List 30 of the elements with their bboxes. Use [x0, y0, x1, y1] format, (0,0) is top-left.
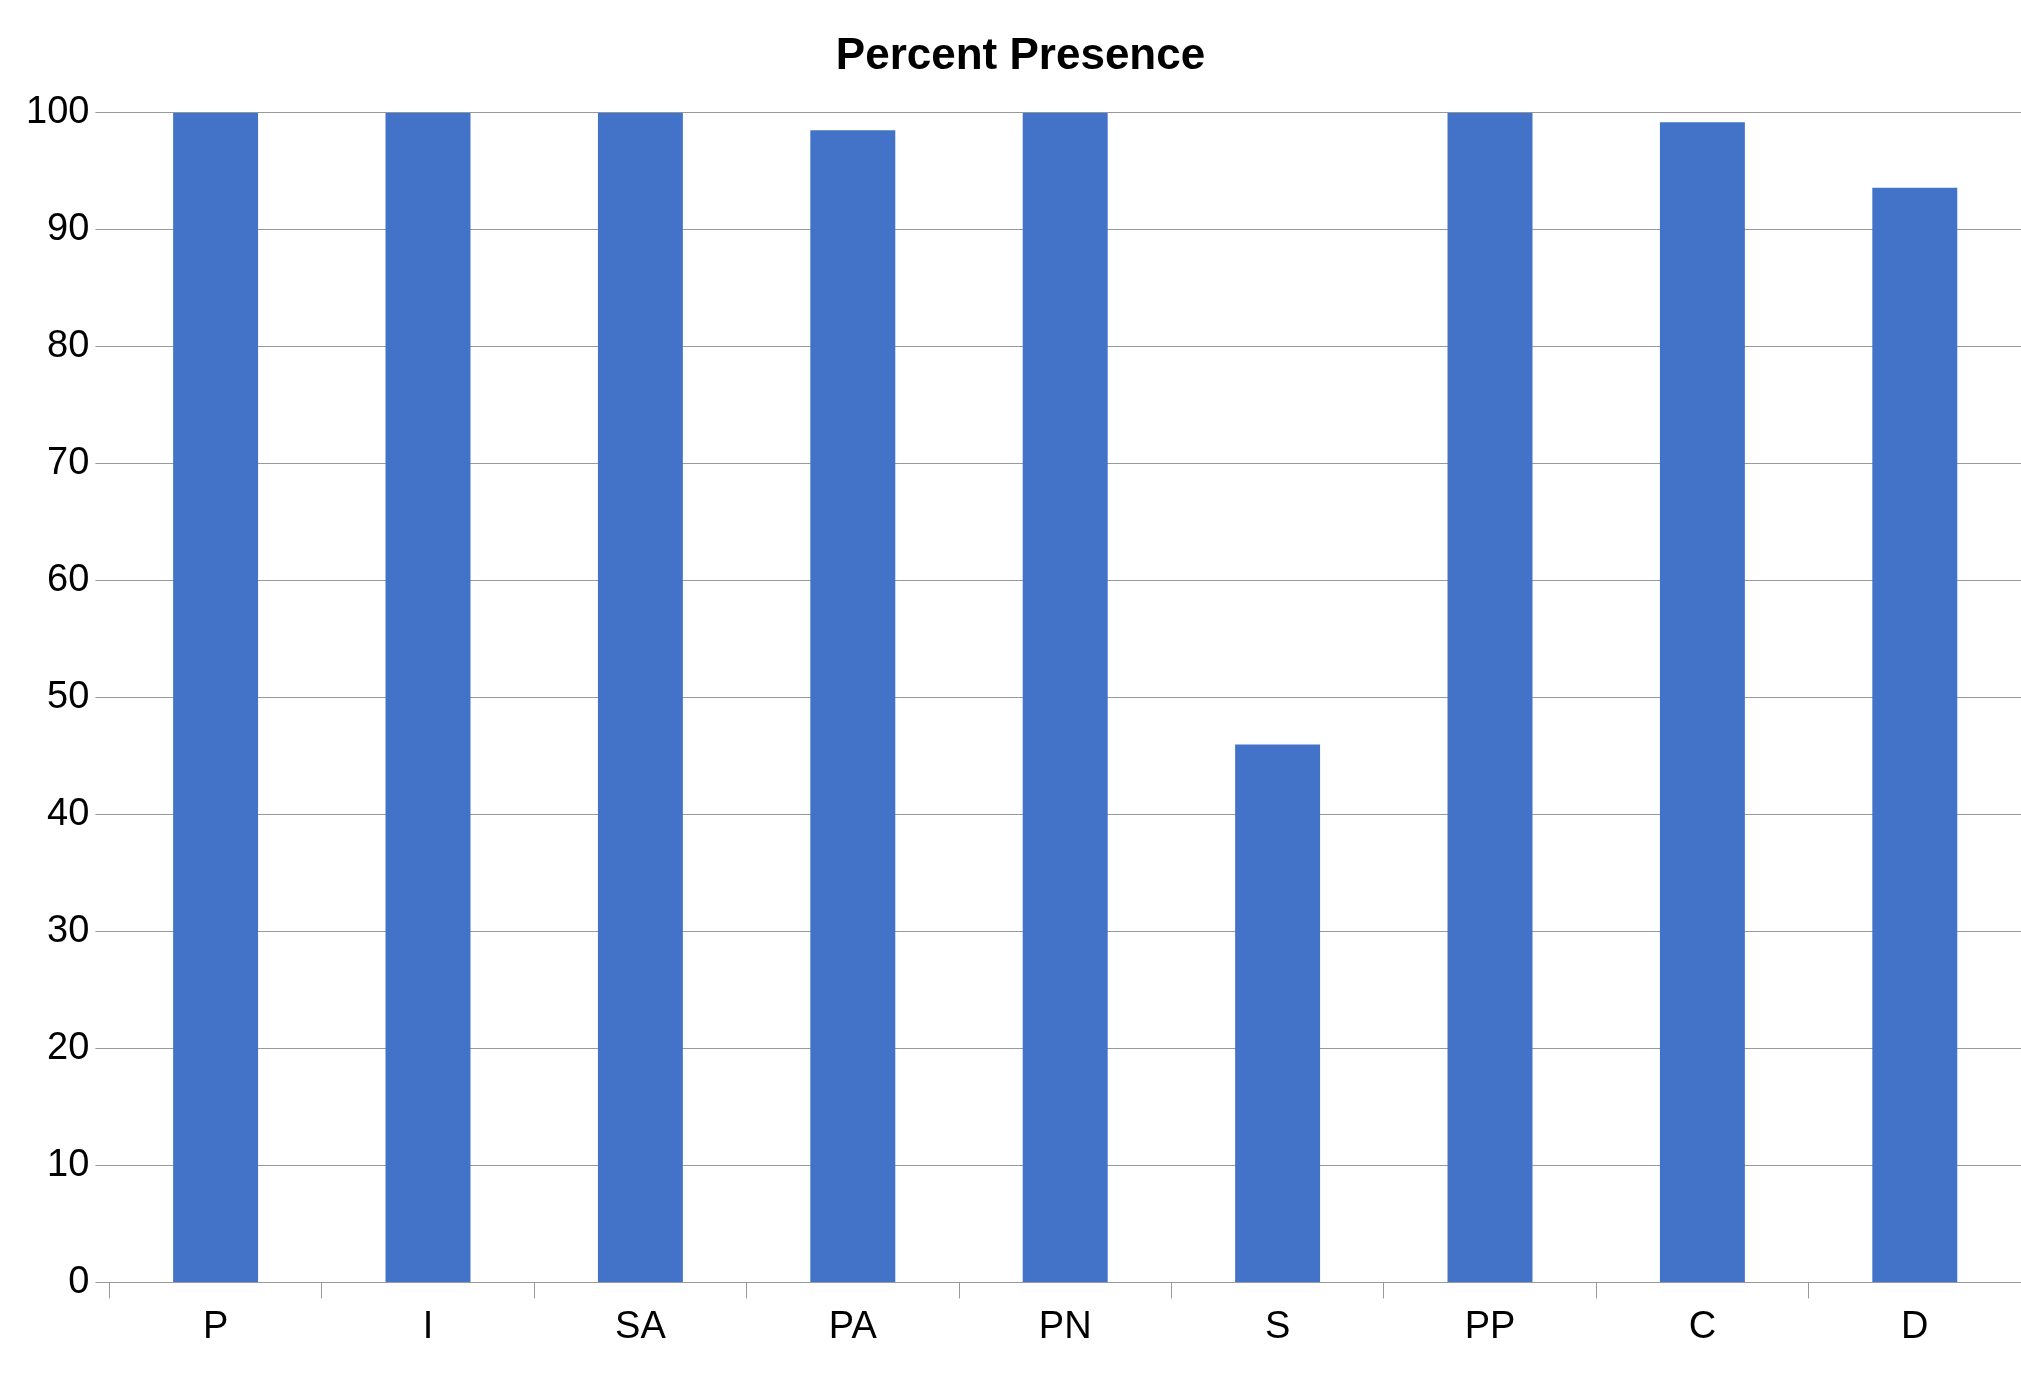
- chart-title: Percent Presence: [835, 28, 1206, 78]
- x-tick-label: PP: [1464, 1303, 1516, 1346]
- bar: [597, 112, 683, 1282]
- x-tick-label: PN: [1038, 1303, 1092, 1346]
- bar: [1022, 112, 1108, 1282]
- bar: [1235, 744, 1321, 1282]
- y-tick-label: 70: [47, 440, 90, 483]
- bar: [810, 130, 896, 1282]
- y-tick-label: 50: [47, 674, 90, 717]
- x-tick-label: PA: [828, 1303, 878, 1346]
- y-tick-label: 20: [47, 1024, 90, 1067]
- x-tick-label: SA: [615, 1303, 667, 1346]
- y-tick-label: 10: [47, 1141, 90, 1184]
- y-tick-label: 80: [47, 323, 90, 366]
- y-tick-label: 100: [26, 89, 90, 132]
- x-tick-label: C: [1688, 1303, 1717, 1346]
- y-tick-label: 90: [47, 206, 90, 249]
- bar: [385, 112, 471, 1282]
- y-tick-label: 30: [47, 908, 90, 950]
- x-tick-label: I: [422, 1303, 434, 1346]
- bar: [1872, 187, 1958, 1282]
- x-tick-label: S: [1264, 1303, 1291, 1346]
- x-tick-label: D: [1901, 1303, 1929, 1346]
- y-tick-label: 60: [47, 557, 90, 600]
- bar: [1659, 122, 1745, 1282]
- y-tick-label: 40: [47, 791, 90, 834]
- y-tick-label: 0: [68, 1258, 90, 1301]
- bar: [1447, 112, 1533, 1282]
- x-tick-label: P: [202, 1303, 229, 1346]
- bar: [173, 112, 259, 1282]
